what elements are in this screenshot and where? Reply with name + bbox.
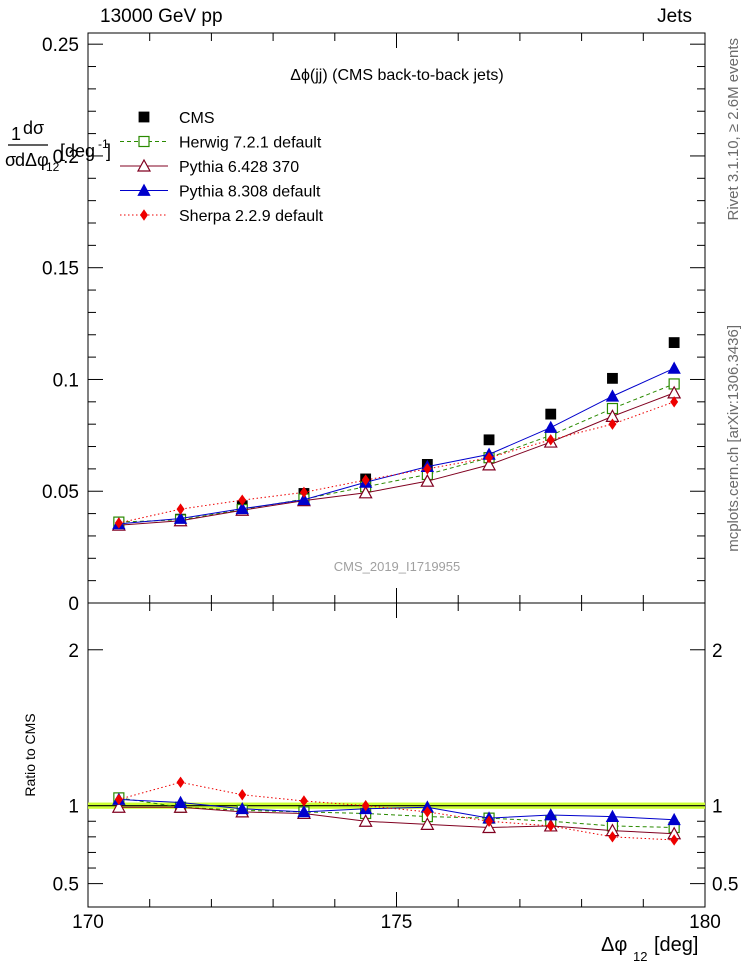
svg-text:-1: -1 <box>98 137 109 151</box>
legend-marker-cms <box>138 111 150 123</box>
ratio-tick-label-left: 1 <box>68 797 79 818</box>
data-point-pythia-8-308-default <box>173 511 188 524</box>
legend-label-cms: CMS <box>179 110 215 127</box>
ratio-tick-label-right: 0.5 <box>712 875 738 896</box>
data-point-sherpa-2-2-9-default <box>361 474 370 486</box>
data-point-sherpa-2-2-9-default <box>670 396 679 408</box>
ratio-point-pythia-6-428-370 <box>111 799 126 813</box>
legend-label-herwig-7-2-1-default: Herwig 7.2.1 default <box>179 135 322 152</box>
series-line-pythia-8-308-default <box>118 367 675 525</box>
legend-marker-herwig-7-2-1-default <box>138 135 150 148</box>
ratio-point-sherpa-2-2-9-default <box>299 795 308 807</box>
y-tick-label: 0.2 <box>53 147 79 168</box>
ratio-point-sherpa-2-2-9-default <box>608 831 617 843</box>
ratio-point-sherpa-2-2-9-default <box>176 776 185 788</box>
data-point-sherpa-2-2-9-default <box>485 452 494 464</box>
ratio-point-pythia-8-308-default <box>544 808 558 821</box>
ratio-point-sherpa-2-2-9-default <box>361 799 370 812</box>
data-point-pythia-6-428-370 <box>482 457 497 471</box>
legend-label-sherpa-2-2-9-default: Sherpa 2.2.9 default <box>179 208 324 225</box>
data-point-sherpa-2-2-9-default <box>176 503 185 515</box>
svg-text:Δφ: Δφ <box>601 934 627 956</box>
legend-label-pythia-8-308-default: Pythia 8.308 default <box>179 184 321 201</box>
ratio-plot-frame <box>87 602 706 908</box>
x-tick-label: 175 <box>381 912 413 933</box>
svg-text:12: 12 <box>633 949 647 964</box>
ratio-line-herwig-7-2-1-default <box>118 797 675 828</box>
legend-label-pythia-6-428-370: Pythia 6.428 370 <box>179 159 299 176</box>
svg-text:σ: σ <box>5 150 16 170</box>
ratio-point-sherpa-2-2-9-default <box>670 834 679 846</box>
data-point-cms <box>483 434 495 446</box>
data-point-cms <box>668 337 680 348</box>
ratio-point-sherpa-2-2-9-default <box>485 815 494 827</box>
ratio-point-pythia-8-308-default <box>297 805 311 818</box>
svg-text:1: 1 <box>11 124 21 144</box>
ratio-point-pythia-6-428-370 <box>482 820 497 834</box>
legend-marker-pythia-6-428-370 <box>136 158 152 172</box>
x-tick-label: 180 <box>689 912 721 933</box>
data-point-cms <box>607 372 618 384</box>
svg-text:12: 12 <box>46 160 60 174</box>
legend-marker-sherpa-2-2-9-default <box>140 209 148 221</box>
ratio-point-sherpa-2-2-9-default <box>114 793 123 806</box>
data-point-pythia-8-308-default <box>667 361 681 374</box>
data-point-cms <box>545 408 557 420</box>
ratio-tick-label-left: 0.5 <box>53 875 79 896</box>
y-tick-label: 0.15 <box>42 259 79 280</box>
ratio-point-pythia-8-308-default <box>173 795 188 808</box>
ratio-y-axis-title: Ratio to CMS <box>22 713 38 796</box>
ratio-line-pythia-6-428-370 <box>118 806 675 835</box>
data-point-sherpa-2-2-9-default <box>608 418 617 430</box>
collision-energy-label: 13000 GeV pp <box>100 6 223 27</box>
ratio-point-pythia-8-308-default <box>667 812 681 826</box>
ratio-point-sherpa-2-2-9-default <box>423 806 432 818</box>
svg-text:dσ: dσ <box>23 118 44 138</box>
ratio-point-pythia-6-428-370 <box>358 814 373 827</box>
ratio-tick-label-right: 2 <box>712 641 723 662</box>
ratio-line-sherpa-2-2-9-default <box>118 781 675 841</box>
ratio-point-sherpa-2-2-9-default <box>546 820 555 832</box>
x-tick-label: 170 <box>72 912 104 933</box>
svg-text:dΔφ: dΔφ <box>15 150 49 170</box>
data-point-sherpa-2-2-9-default <box>114 517 123 529</box>
ratio-point-pythia-8-308-default <box>605 809 620 822</box>
data-point-sherpa-2-2-9-default <box>238 494 247 506</box>
series-line-herwig-7-2-1-default <box>118 383 675 523</box>
y-tick-label: 0.1 <box>53 370 79 391</box>
category-label: Jets <box>657 6 692 27</box>
x-axis-title: Δφ 12 [deg] <box>601 934 698 964</box>
data-point-pythia-6-428-370 <box>358 485 373 499</box>
svg-text:[deg]: [deg] <box>654 934 698 956</box>
legend-marker-pythia-8-308-default <box>137 183 151 196</box>
ratio-tick-label-left: 2 <box>68 641 79 662</box>
data-point-pythia-8-308-default <box>605 389 620 402</box>
chart-title: Δϕ(jj) (CMS back-to-back jets) <box>290 67 503 84</box>
svg-text:[deg: [deg <box>60 141 95 161</box>
series-line-sherpa-2-2-9-default <box>118 401 675 524</box>
data-point-sherpa-2-2-9-default <box>546 434 555 446</box>
y-tick-label: 0 <box>68 594 79 615</box>
data-point-pythia-6-428-370 <box>420 473 435 487</box>
ratio-line-pythia-8-308-default <box>118 798 675 821</box>
data-point-sherpa-2-2-9-default <box>299 486 308 499</box>
series-line-pythia-6-428-370 <box>118 392 675 526</box>
ratio-tick-label-right: 1 <box>712 797 723 818</box>
svg-text:]: ] <box>106 141 111 161</box>
ratio-point-pythia-6-428-370 <box>420 817 435 830</box>
data-point-pythia-8-308-default <box>544 420 558 433</box>
y-axis-title: 1 dσ σ dΔφ 12 [deg -1 ] <box>5 118 111 174</box>
data-point-pythia-8-308-default <box>297 492 311 506</box>
watermark-label: CMS_2019_I1719955 <box>334 559 461 574</box>
y-tick-label: 0.25 <box>42 35 79 56</box>
data-point-sherpa-2-2-9-default <box>423 463 432 475</box>
ratio-point-pythia-8-308-default <box>235 801 249 815</box>
data-point-pythia-8-308-default <box>235 501 249 515</box>
ratio-point-sherpa-2-2-9-default <box>238 789 247 801</box>
y-tick-label: 0.05 <box>42 482 79 503</box>
